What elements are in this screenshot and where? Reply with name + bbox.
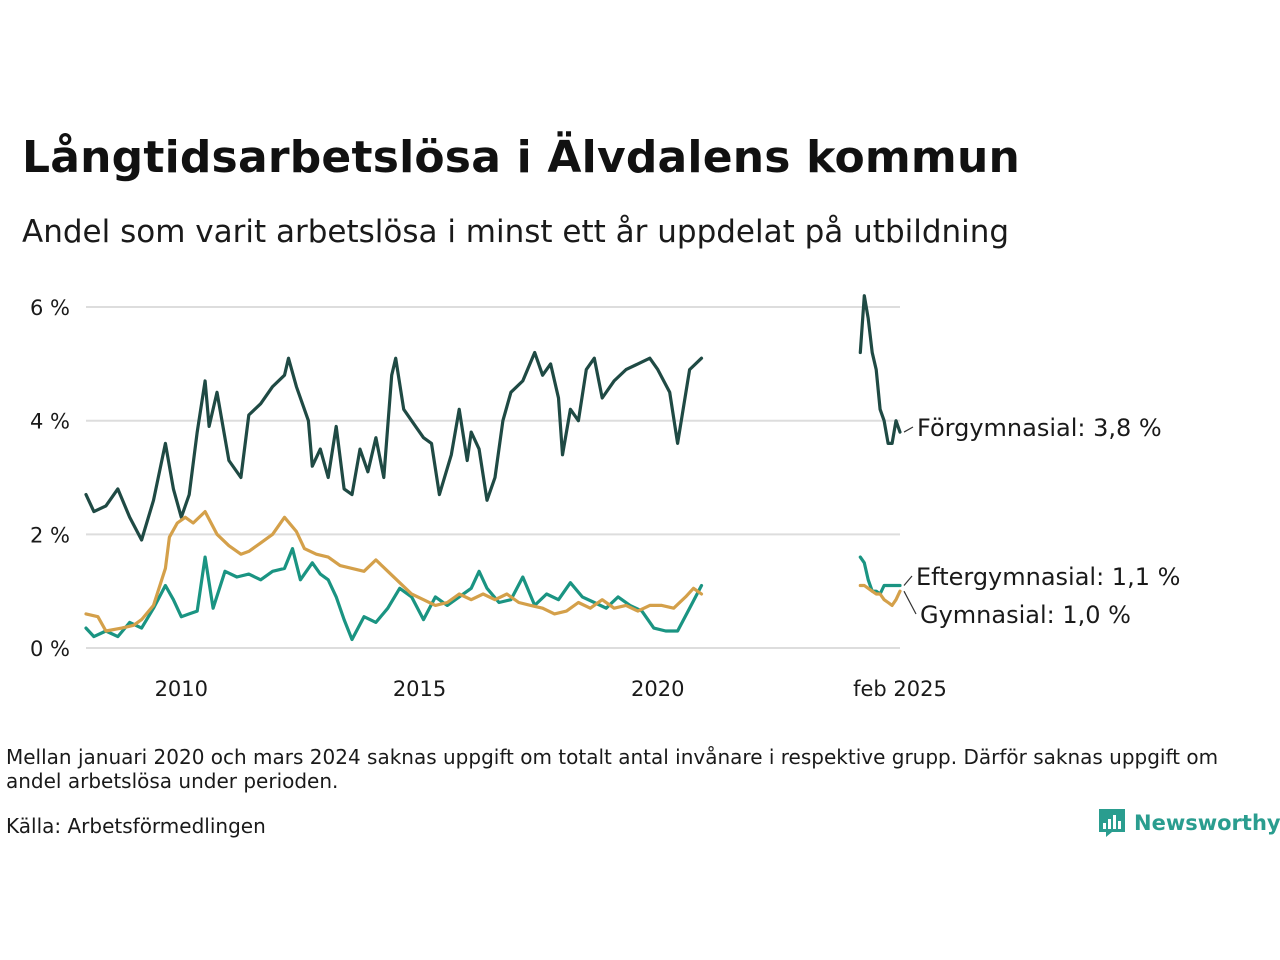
series-line-eftergymnasial xyxy=(84,547,704,642)
source-note: Källa: Arbetsförmedlingen xyxy=(6,814,266,838)
newsworthy-logo-text: Newsworthy xyxy=(1134,811,1280,835)
x-tick-label: 2015 xyxy=(393,677,446,701)
x-tick-label: feb 2025 xyxy=(853,677,947,701)
grid-layer xyxy=(86,306,900,649)
newsworthy-logo: Newsworthy xyxy=(1098,808,1280,838)
x-tick-label: 2020 xyxy=(631,677,684,701)
newsworthy-logo-icon xyxy=(1099,809,1125,837)
y-tick-label: 6 % xyxy=(30,296,70,320)
series-line-f-rgymnasial-after-gap xyxy=(858,294,902,445)
y-tick-label: 4 % xyxy=(30,410,70,434)
label-layer: 0 % 2 % 4 % 6 % 2010 2015 2020 feb 2025 Förgymna… xyxy=(30,296,1180,701)
y-tick-label: 2 % xyxy=(30,523,70,547)
series-end-label-eftergymnasial: Eftergymnasial: 1,1 % xyxy=(916,563,1180,591)
chart-subtitle: Andel som varit arbetslösa i minst ett å… xyxy=(22,214,1010,250)
footnote: Mellan januari 2020 och mars 2024 saknas… xyxy=(6,745,1219,793)
y-tick-label: 0 % xyxy=(30,637,70,661)
chart-title: Långtidsarbetslösa i Älvdalens kommun xyxy=(22,132,1021,183)
series-line-f-rgymnasial xyxy=(84,350,704,542)
series-line-eftergymnasial-after-gap xyxy=(858,555,902,596)
x-tick-label: 2010 xyxy=(155,677,208,701)
series-line-gymnasial xyxy=(84,510,704,633)
label-leader-line xyxy=(903,590,917,615)
label-leader-line xyxy=(903,575,913,586)
series-layer xyxy=(84,294,902,642)
label-leader-line xyxy=(903,426,914,433)
series-end-label-gymnasial: Gymnasial: 1,0 % xyxy=(920,601,1131,629)
line-chart: 0 % 2 % 4 % 6 % 2010 2015 2020 feb 2025 Förgymna… xyxy=(30,294,1180,701)
series-line-gymnasial-after-gap xyxy=(858,583,902,607)
series-end-label-f-rgymnasial: Förgymnasial: 3,8 % xyxy=(917,414,1162,442)
